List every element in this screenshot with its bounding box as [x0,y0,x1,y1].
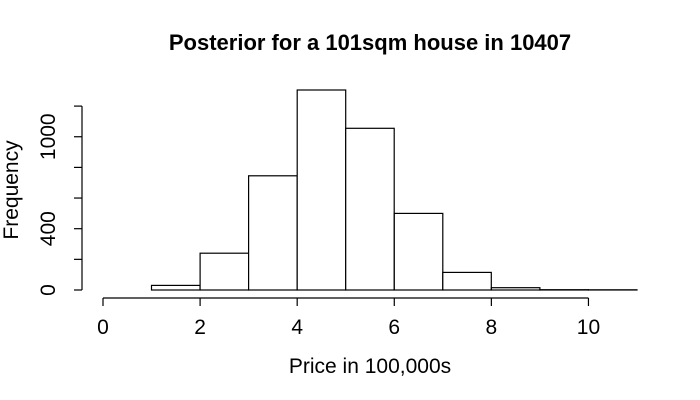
histogram-bar [345,127,395,291]
histogram-bar [199,252,250,291]
x-axis: 0 2 4 6 8 10 [97,297,600,339]
histogram-bar [296,89,347,291]
y-axis: 0 400 1000 [37,105,83,296]
x-tick-label: 8 [486,316,498,339]
histogram-bar [490,287,541,291]
histogram-bar [393,212,444,291]
histogram-bar [248,175,298,291]
y-tick-label: 0 [37,284,60,296]
y-tick-label: 400 [37,211,60,246]
y-axis-label: Frequency [0,140,23,240]
x-tick-label: 6 [388,316,400,339]
histogram-bar [442,271,492,291]
x-axis-label: Price in 100,000s [289,355,451,378]
bars-group [150,89,638,291]
x-tick-label: 10 [577,316,600,339]
x-tick-label: 2 [194,316,206,339]
y-tick-label: 1000 [37,113,60,160]
chart-title: Posterior for a 101sqm house in 10407 [169,30,571,55]
histogram-bar [150,284,201,291]
x-tick-label: 4 [291,316,303,339]
x-tick-label: 0 [97,316,109,339]
